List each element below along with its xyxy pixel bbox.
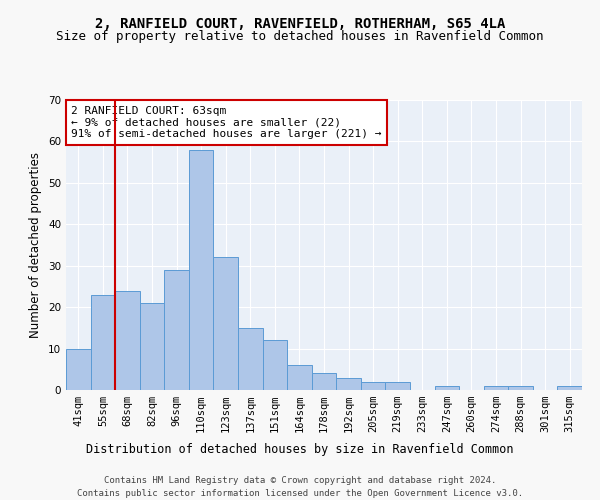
Bar [164, 270, 189, 390]
Bar [66, 348, 91, 390]
Bar [115, 290, 140, 390]
Bar [263, 340, 287, 390]
Y-axis label: Number of detached properties: Number of detached properties [29, 152, 43, 338]
Bar [434, 386, 459, 390]
Bar [238, 328, 263, 390]
Text: Distribution of detached houses by size in Ravenfield Common: Distribution of detached houses by size … [86, 442, 514, 456]
Text: 2, RANFIELD COURT, RAVENFIELD, ROTHERHAM, S65 4LA: 2, RANFIELD COURT, RAVENFIELD, ROTHERHAM… [95, 18, 505, 32]
Bar [385, 382, 410, 390]
Bar [336, 378, 361, 390]
Text: 2 RANFIELD COURT: 63sqm
← 9% of detached houses are smaller (22)
91% of semi-det: 2 RANFIELD COURT: 63sqm ← 9% of detached… [71, 106, 382, 139]
Bar [91, 294, 115, 390]
Text: Contains public sector information licensed under the Open Government Licence v3: Contains public sector information licen… [77, 489, 523, 498]
Bar [287, 365, 312, 390]
Text: Contains HM Land Registry data © Crown copyright and database right 2024.: Contains HM Land Registry data © Crown c… [104, 476, 496, 485]
Bar [484, 386, 508, 390]
Bar [557, 386, 582, 390]
Bar [361, 382, 385, 390]
Bar [189, 150, 214, 390]
Bar [214, 258, 238, 390]
Bar [140, 303, 164, 390]
Bar [508, 386, 533, 390]
Bar [312, 374, 336, 390]
Text: Size of property relative to detached houses in Ravenfield Common: Size of property relative to detached ho… [56, 30, 544, 43]
